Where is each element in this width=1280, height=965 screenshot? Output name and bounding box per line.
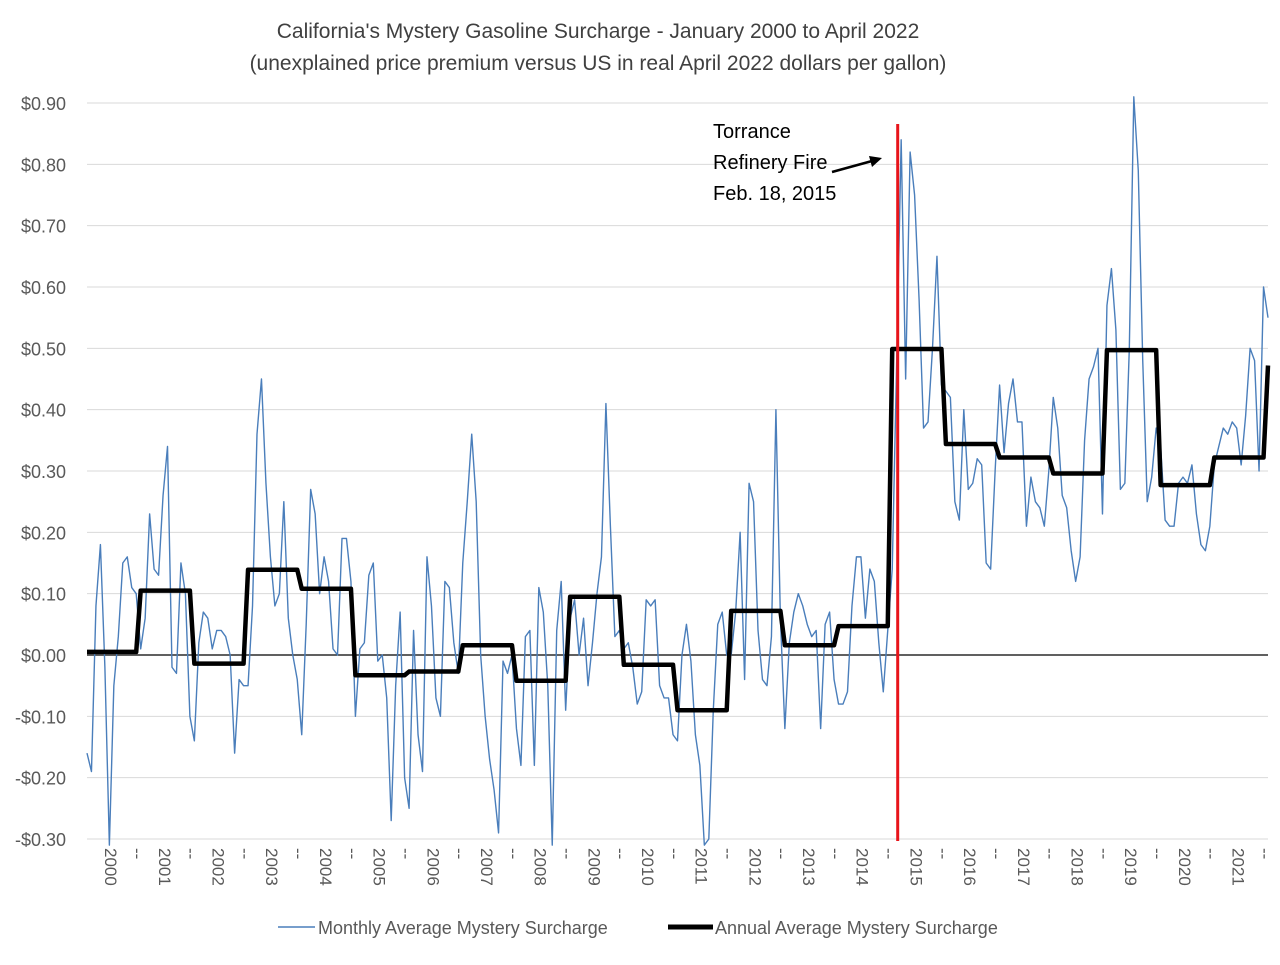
x-tick-label: -- (1094, 848, 1113, 859)
legend: Monthly Average Mystery Surcharge Annual… (278, 918, 998, 938)
annotation: Torrance Refinery Fire Feb. 18, 2015 (713, 121, 882, 205)
annotation-label-line-1: Torrance (713, 121, 791, 143)
x-tick-label: 2015 (906, 848, 925, 886)
x-tick-label: 2021 (1229, 848, 1248, 886)
y-tick-label: $0.70 (21, 217, 66, 237)
x-tick-label: -- (557, 848, 576, 859)
x-tick-label: -- (235, 848, 254, 859)
y-tick-label: $0.10 (21, 585, 66, 605)
x-tick-label: 2001 (155, 848, 174, 886)
legend-monthly-label: Monthly Average Mystery Surcharge (318, 918, 608, 938)
x-tick-label: 2020 (1175, 848, 1194, 886)
x-tick-label: 2013 (799, 848, 818, 886)
y-tick-label: -$0.10 (15, 707, 66, 727)
x-tick-label: -- (1255, 848, 1274, 859)
x-tick-label: -- (933, 848, 952, 859)
annual-series-line (87, 346, 1271, 713)
y-tick-label: $0.20 (21, 523, 66, 543)
x-tick-label: -- (289, 848, 308, 859)
x-tick-label: 2005 (370, 848, 389, 886)
x-tick-label: -- (880, 848, 899, 859)
plot-area (86, 96, 1271, 846)
y-axis-labels: -$0.30 -$0.20 -$0.10 $0.00 $0.10 $0.20 $0.30 $0… (15, 94, 66, 850)
x-tick-label: -- (128, 848, 147, 859)
monthly-series-line (86, 96, 1269, 846)
x-tick-label: 2018 (1067, 848, 1086, 886)
x-tick-label: 2003 (262, 848, 281, 886)
chart-subtitle: (unexplained price premium versus US in … (250, 52, 947, 75)
annotation-label-line-3: Feb. 18, 2015 (713, 183, 836, 205)
x-tick-label: 2019 (1121, 848, 1140, 886)
y-tick-label: $0.00 (21, 646, 66, 666)
x-tick-label: -- (665, 848, 684, 859)
y-tick-label: -$0.20 (15, 769, 66, 789)
x-tick-label: -- (611, 848, 630, 859)
legend-annual-label: Annual Average Mystery Surcharge (715, 918, 998, 938)
y-tick-label: $0.60 (21, 278, 66, 298)
x-tick-label: 2008 (531, 848, 550, 886)
x-tick-label: -- (450, 848, 469, 859)
x-axis-labels: 2000 -- 2001 -- 2002 -- 2003 -- 2004 -- 2005 -- 2006… (101, 848, 1274, 886)
annotation-arrowhead (869, 156, 882, 167)
x-tick-label: -- (772, 848, 791, 859)
x-tick-label: 2000 (101, 848, 120, 886)
x-tick-label: 2016 (960, 848, 979, 886)
chart-title: California's Mystery Gasoline Surcharge … (277, 20, 920, 43)
y-tick-label: $0.80 (21, 155, 66, 175)
x-tick-label: -- (1041, 848, 1060, 859)
x-tick-label: -- (719, 848, 738, 859)
x-tick-label: -- (396, 848, 415, 859)
x-tick-label: 2012 (745, 848, 764, 886)
x-tick-label: -- (504, 848, 523, 859)
x-tick-label: -- (1148, 848, 1167, 859)
x-tick-label: 2014 (853, 848, 872, 886)
annotation-label-line-2: Refinery Fire (713, 152, 827, 174)
annotation-arrow (831, 159, 873, 174)
x-tick-label: 2006 (423, 848, 442, 886)
y-tick-label: $0.90 (21, 94, 66, 114)
x-tick-label: 2010 (638, 848, 657, 886)
y-tick-label: -$0.30 (15, 830, 66, 850)
x-tick-label: 2011 (692, 848, 711, 885)
x-tick-label: 2009 (584, 848, 603, 886)
x-tick-label: -- (987, 848, 1006, 859)
y-tick-label: $0.30 (21, 462, 66, 482)
y-tick-label: $0.50 (21, 339, 66, 359)
x-tick-label: 2007 (477, 848, 496, 886)
x-tick-label: 2004 (316, 848, 335, 886)
x-tick-label: -- (826, 848, 845, 859)
x-tick-label: -- (343, 848, 362, 859)
x-tick-label: 2002 (209, 848, 228, 886)
x-tick-label: 2017 (1014, 848, 1033, 886)
x-tick-label: -- (1202, 848, 1221, 859)
y-tick-label: $0.40 (21, 401, 66, 421)
x-tick-label: -- (182, 848, 201, 859)
gridlines (87, 102, 1268, 840)
